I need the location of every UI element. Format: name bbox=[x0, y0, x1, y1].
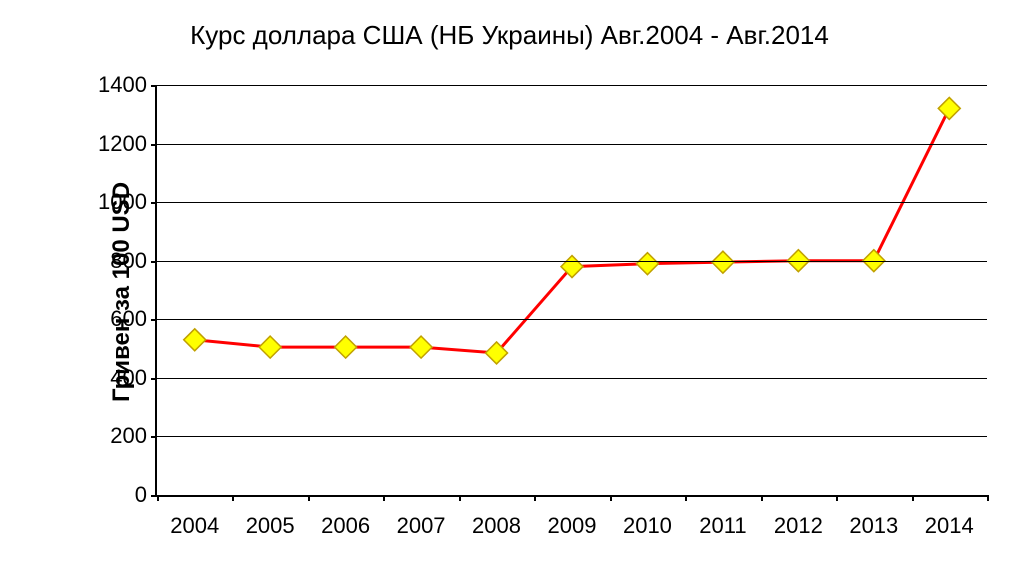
x-tick-label: 2014 bbox=[925, 513, 974, 539]
y-tick-label: 800 bbox=[110, 248, 147, 274]
gridline bbox=[157, 144, 987, 145]
data-marker bbox=[259, 336, 281, 358]
x-tick-label: 2004 bbox=[170, 513, 219, 539]
x-tick-label: 2009 bbox=[548, 513, 597, 539]
data-marker bbox=[938, 97, 960, 119]
x-tick-label: 2006 bbox=[321, 513, 370, 539]
chart-container: Курс доллара США (НБ Украины) Авг.2004 -… bbox=[0, 0, 1019, 583]
gridline bbox=[157, 261, 987, 262]
x-tick-mark bbox=[610, 495, 612, 501]
data-marker bbox=[636, 253, 658, 275]
gridline bbox=[157, 85, 987, 86]
x-tick-mark bbox=[987, 495, 989, 501]
x-tick-mark bbox=[459, 495, 461, 501]
y-tick-label: 600 bbox=[110, 306, 147, 332]
gridline bbox=[157, 378, 987, 379]
x-tick-mark bbox=[308, 495, 310, 501]
x-tick-mark bbox=[534, 495, 536, 501]
y-tick-mark bbox=[151, 202, 157, 204]
x-tick-label: 2007 bbox=[397, 513, 446, 539]
y-tick-label: 400 bbox=[110, 365, 147, 391]
x-tick-mark bbox=[761, 495, 763, 501]
x-tick-mark bbox=[157, 495, 159, 501]
y-tick-label: 200 bbox=[110, 423, 147, 449]
y-tick-mark bbox=[151, 85, 157, 87]
chart-title: Курс доллара США (НБ Украины) Авг.2004 -… bbox=[0, 20, 1019, 51]
data-marker bbox=[335, 336, 357, 358]
y-tick-label: 1400 bbox=[98, 72, 147, 98]
data-line bbox=[195, 108, 950, 353]
gridline bbox=[157, 202, 987, 203]
y-tick-label: 1000 bbox=[98, 189, 147, 215]
chart-svg bbox=[157, 85, 987, 495]
y-tick-mark bbox=[151, 319, 157, 321]
y-tick-label: 0 bbox=[135, 482, 147, 508]
x-tick-label: 2005 bbox=[246, 513, 295, 539]
gridline bbox=[157, 436, 987, 437]
x-tick-label: 2012 bbox=[774, 513, 823, 539]
data-marker bbox=[410, 336, 432, 358]
data-marker bbox=[184, 329, 206, 351]
gridline bbox=[157, 319, 987, 320]
y-tick-mark bbox=[151, 436, 157, 438]
x-tick-label: 2011 bbox=[699, 513, 746, 539]
x-tick-label: 2013 bbox=[849, 513, 898, 539]
y-tick-label: 1200 bbox=[98, 131, 147, 157]
x-tick-mark bbox=[836, 495, 838, 501]
x-tick-mark bbox=[383, 495, 385, 501]
y-tick-mark bbox=[151, 261, 157, 263]
plot-area: 0200400600800100012001400200420052006200… bbox=[155, 85, 987, 497]
data-marker bbox=[712, 251, 734, 273]
x-tick-label: 2008 bbox=[472, 513, 521, 539]
x-tick-mark bbox=[685, 495, 687, 501]
x-tick-mark bbox=[912, 495, 914, 501]
y-tick-mark bbox=[151, 378, 157, 380]
x-tick-label: 2010 bbox=[623, 513, 672, 539]
x-tick-mark bbox=[232, 495, 234, 501]
y-tick-mark bbox=[151, 144, 157, 146]
